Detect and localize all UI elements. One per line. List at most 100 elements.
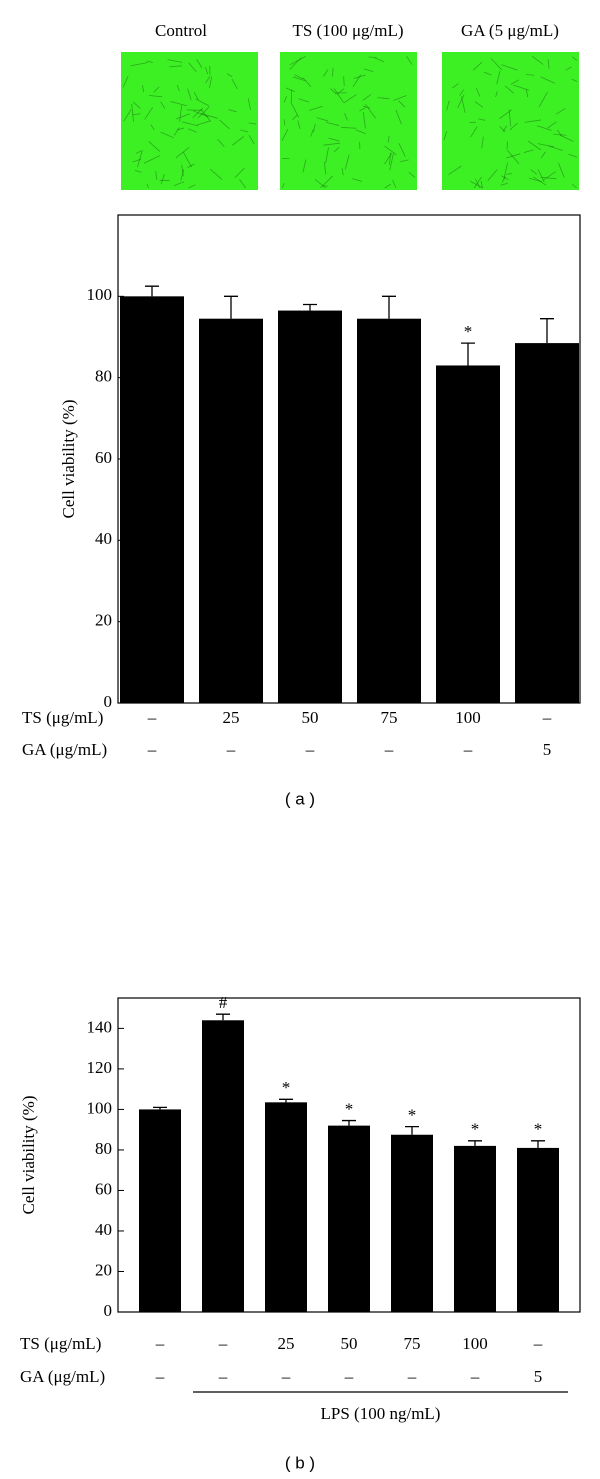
cell-texture <box>362 112 366 129</box>
cell-texture <box>537 169 545 183</box>
cell-texture <box>343 76 345 87</box>
cell-texture <box>362 105 371 109</box>
cell-texture <box>470 126 478 138</box>
cell-texture <box>298 98 310 103</box>
image-label: Control <box>155 21 207 40</box>
cell-texture <box>475 87 481 97</box>
cell-texture <box>470 180 483 189</box>
cell-texture <box>228 109 237 113</box>
cell-texture <box>170 101 188 107</box>
cell-texture <box>499 126 506 133</box>
cell-texture <box>188 128 197 133</box>
row-value: 5 <box>543 740 552 759</box>
bar <box>199 318 263 703</box>
cell-texture <box>363 68 374 72</box>
y-tick-label: 40 <box>95 1220 112 1239</box>
row-label: GA (μg/mL) <box>22 740 107 759</box>
cell-texture <box>392 179 397 189</box>
cell-texture <box>501 176 506 183</box>
error-bar <box>342 1119 356 1126</box>
cell-texture <box>389 153 394 171</box>
bar <box>357 318 421 703</box>
cell-texture <box>205 67 209 75</box>
cell-texture <box>547 121 557 129</box>
cell-texture <box>555 108 566 115</box>
cell-texture <box>495 91 498 98</box>
cell-texture <box>289 56 306 66</box>
row-label: TS (μg/mL) <box>20 1334 101 1353</box>
cell-texture <box>144 106 154 120</box>
cell-texture <box>408 171 416 178</box>
cell-texture <box>536 125 552 131</box>
y-tick-label: 0 <box>104 1301 113 1320</box>
cell-texture <box>443 130 448 141</box>
error-bar <box>461 342 475 366</box>
cell-texture <box>398 143 406 157</box>
row-value: 50 <box>302 708 319 727</box>
cell-texture <box>175 147 190 159</box>
error-bar <box>531 1140 545 1148</box>
y-tick-label: 0 <box>104 692 113 711</box>
cell-texture <box>310 129 314 137</box>
cell-texture <box>374 57 385 63</box>
cell-texture <box>524 119 542 123</box>
cell-texture <box>232 136 244 146</box>
row-value: 75 <box>381 708 398 727</box>
cell-texture <box>483 71 492 76</box>
cell-texture <box>571 183 577 189</box>
cell-texture <box>556 129 563 137</box>
row-label: GA (μg/mL) <box>20 1367 105 1386</box>
cell-texture <box>359 107 366 112</box>
cell-texture <box>490 58 503 71</box>
row-value: – <box>463 740 473 759</box>
bar <box>436 365 500 703</box>
cell-texture <box>481 136 484 149</box>
y-tick-label: 20 <box>95 611 112 630</box>
cell-texture <box>474 101 484 108</box>
cell-texture <box>326 121 340 126</box>
bar <box>139 1109 181 1312</box>
cell-texture <box>173 181 185 186</box>
cell-texture <box>169 65 182 68</box>
cell-texture <box>248 134 255 145</box>
row-value: – <box>305 740 315 759</box>
y-tick-label: 120 <box>87 1058 113 1077</box>
cell-texture <box>188 184 196 189</box>
y-tick-label: 100 <box>87 285 113 304</box>
cell-texture <box>200 109 211 122</box>
cell-texture <box>548 145 563 151</box>
cell-texture <box>513 84 530 91</box>
significance-mark: * <box>471 1120 480 1139</box>
significance-mark: * <box>345 1099 354 1118</box>
cell-texture <box>477 118 486 121</box>
row-value: 25 <box>223 708 240 727</box>
cell-texture <box>240 129 249 133</box>
cell-texture <box>501 64 518 71</box>
cell-texture <box>153 86 160 93</box>
cell-image <box>121 52 258 190</box>
cell-texture <box>209 168 223 180</box>
cell-texture <box>180 169 185 181</box>
cell-texture <box>131 103 134 122</box>
cell-texture <box>182 121 199 127</box>
cell-texture <box>231 79 238 90</box>
cell-texture <box>572 56 578 62</box>
cell-texture <box>406 56 413 65</box>
cell-texture <box>226 73 233 78</box>
row-value: 5 <box>534 1367 543 1386</box>
cell-texture <box>176 84 180 92</box>
cell-texture <box>496 70 501 85</box>
error-bar <box>279 1098 293 1103</box>
cell-texture <box>504 85 514 94</box>
cell-texture <box>179 104 183 122</box>
row-value: – <box>155 1334 165 1353</box>
cell-texture <box>281 129 289 141</box>
cell-texture <box>472 61 483 71</box>
error-bar <box>145 285 159 297</box>
cell-texture <box>123 109 132 122</box>
cell-texture <box>205 75 211 84</box>
significance-mark: # <box>219 993 228 1012</box>
y-axis-label: Cell viability (%) <box>59 400 78 519</box>
cell-texture <box>457 94 465 108</box>
cell-texture <box>292 114 298 120</box>
